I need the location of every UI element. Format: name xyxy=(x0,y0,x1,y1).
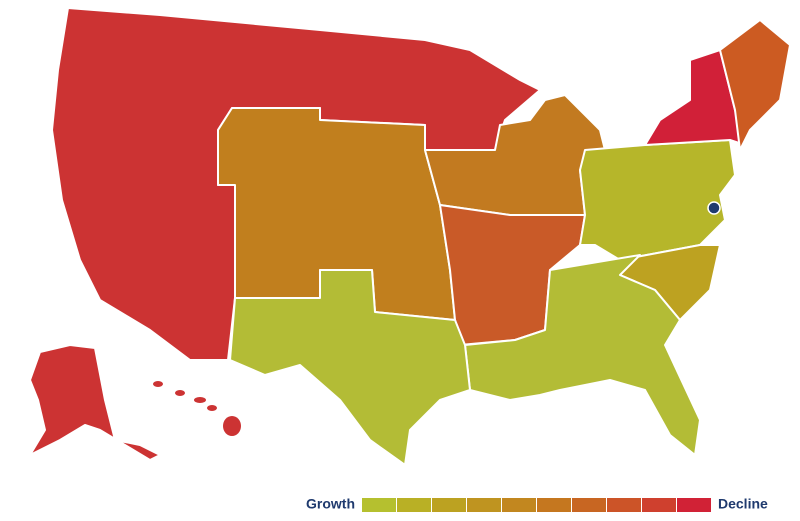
legend-swatch xyxy=(677,498,711,512)
hawaii xyxy=(153,381,241,436)
legend-swatch xyxy=(572,498,606,512)
legend-swatch xyxy=(642,498,676,512)
hawaii-island xyxy=(153,381,163,387)
legend: Growth Decline xyxy=(306,496,768,512)
hawaii-island xyxy=(175,390,185,396)
southwest-region xyxy=(229,269,471,466)
new-england-region xyxy=(719,19,791,151)
alaska xyxy=(29,344,161,461)
legend-end-label: Decline xyxy=(718,496,768,512)
hawaii-island xyxy=(194,397,206,403)
hawaii-island xyxy=(207,405,217,411)
legend-swatch xyxy=(467,498,501,512)
legend-swatch xyxy=(362,498,396,512)
legend-swatch xyxy=(432,498,466,512)
legend-swatch xyxy=(397,498,431,512)
mid-atlantic-region xyxy=(579,139,736,261)
legend-swatch xyxy=(607,498,641,512)
capital-marker xyxy=(707,201,721,215)
regions xyxy=(29,7,791,466)
legend-start-label: Growth xyxy=(306,496,355,512)
legend-swatch xyxy=(537,498,571,512)
hawaii-island xyxy=(223,416,241,436)
legend-swatch xyxy=(502,498,536,512)
